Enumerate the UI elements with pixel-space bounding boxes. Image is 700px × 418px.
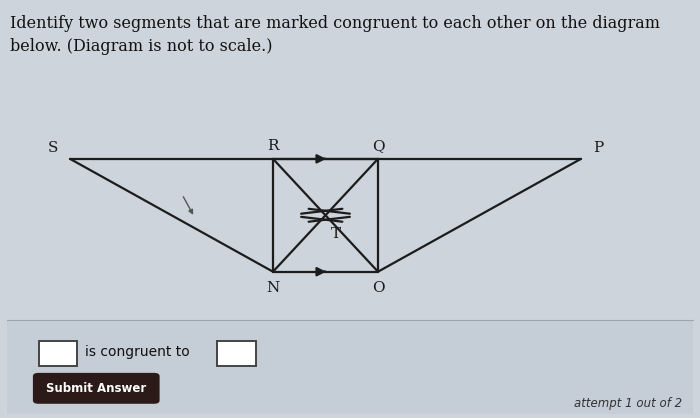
Text: below. (Diagram is not to scale.): below. (Diagram is not to scale.): [10, 38, 273, 55]
Text: attempt 1 out of 2: attempt 1 out of 2: [575, 398, 682, 410]
Text: Q: Q: [372, 139, 384, 153]
Text: is congruent to: is congruent to: [85, 345, 190, 359]
Text: P: P: [594, 141, 603, 155]
Text: O: O: [372, 281, 384, 296]
Text: N: N: [267, 281, 279, 296]
Bar: [38, 341, 77, 366]
Text: T: T: [331, 227, 341, 241]
Bar: [217, 341, 256, 366]
Bar: [7, 320, 693, 414]
Text: Submit Answer: Submit Answer: [46, 382, 146, 395]
FancyBboxPatch shape: [33, 373, 160, 404]
Text: S: S: [48, 141, 57, 155]
Text: Identify two segments that are marked congruent to each other on the diagram: Identify two segments that are marked co…: [10, 15, 661, 32]
Text: R: R: [267, 139, 279, 153]
